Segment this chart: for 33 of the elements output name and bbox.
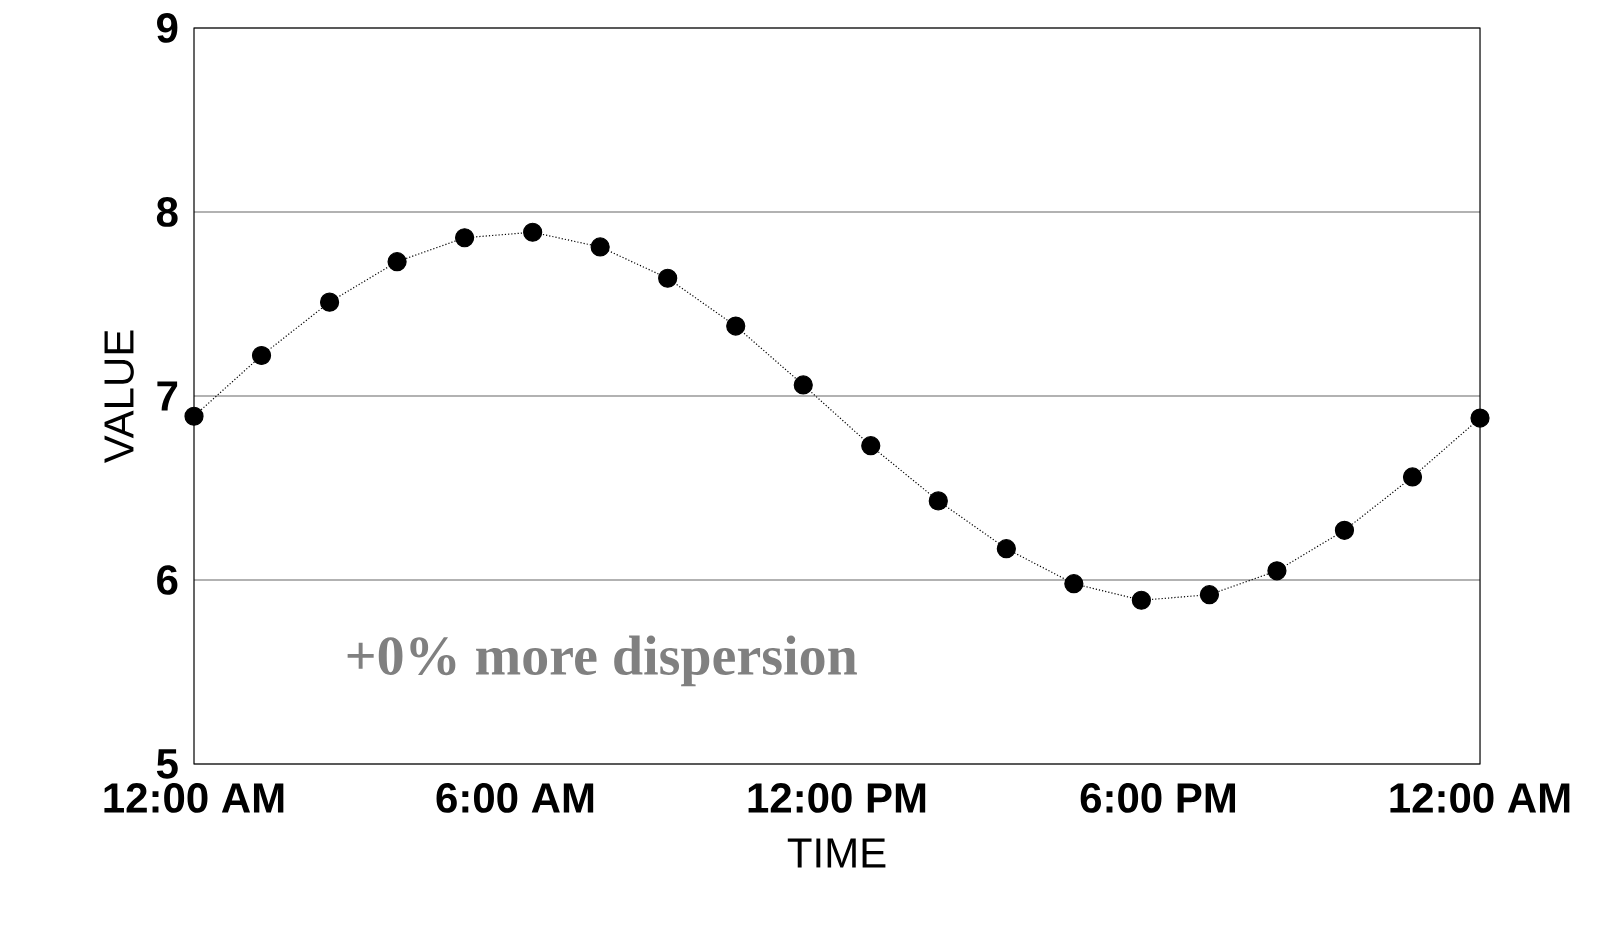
y-tick-label: 6 (157, 565, 178, 595)
y-tick-label: 7 (157, 381, 178, 411)
point (1470, 408, 1490, 428)
point (184, 406, 204, 426)
x-axis-title: TIME (787, 838, 886, 868)
point (1402, 467, 1423, 487)
point (1267, 561, 1287, 581)
y-tick-label: 8 (156, 197, 178, 227)
x-tick-label: 12:00 PM (748, 783, 926, 813)
point (455, 228, 475, 248)
point (387, 252, 407, 272)
point (319, 292, 340, 312)
point (251, 345, 272, 366)
y-axis-title: VALUE (104, 330, 134, 464)
x-tick-label: 12:00 AM (1390, 783, 1570, 813)
annotation: +0% more dispersion (347, 635, 857, 687)
point (590, 237, 610, 257)
x-tick-label: 12:00 AM (104, 783, 284, 813)
point (861, 436, 881, 456)
point (996, 539, 1016, 559)
point (1334, 520, 1355, 540)
point (726, 316, 746, 336)
x-tick-label: 6:00 PM (1080, 783, 1236, 813)
point (1131, 590, 1151, 610)
point (1199, 585, 1220, 605)
point (793, 375, 813, 395)
y-tick-label: 9 (157, 13, 178, 43)
x-tick-label: 6:00 AM (436, 783, 594, 813)
point (658, 268, 678, 288)
y-tick-label: 5 (156, 749, 178, 779)
point (1064, 574, 1084, 594)
point (928, 491, 948, 511)
point (523, 222, 543, 242)
